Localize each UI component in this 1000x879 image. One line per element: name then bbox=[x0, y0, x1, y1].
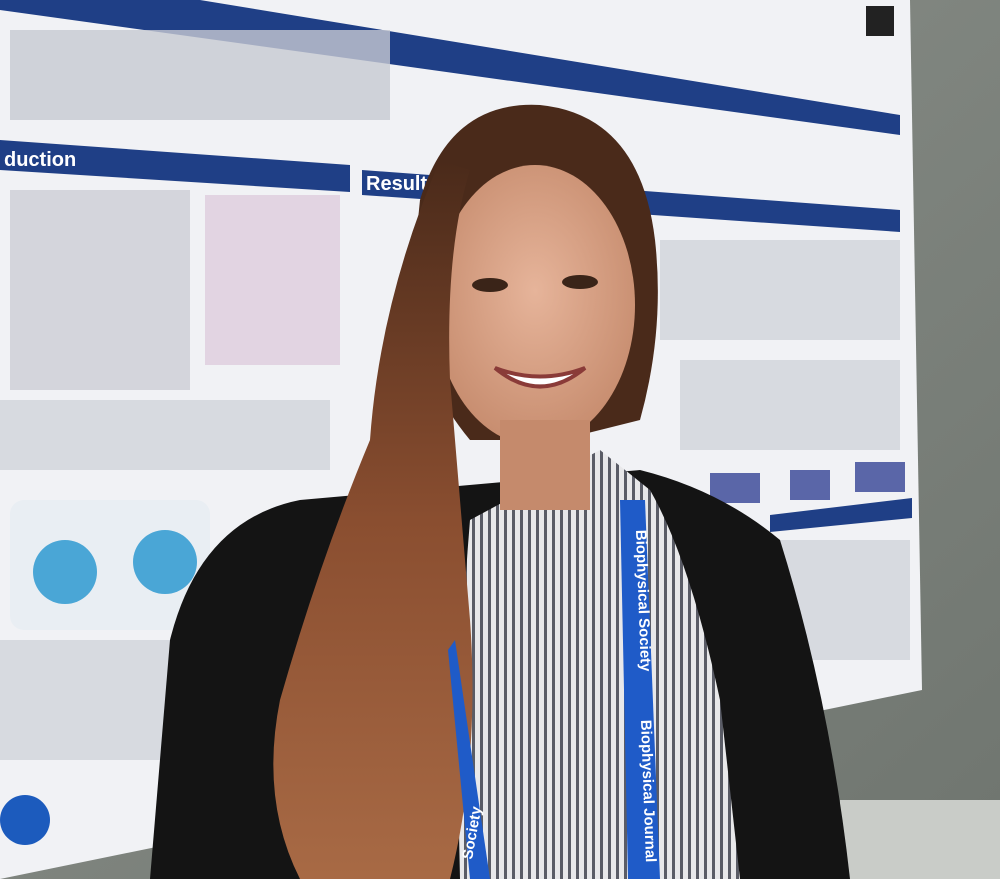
neck bbox=[500, 420, 590, 510]
figure bbox=[0, 795, 50, 845]
smile bbox=[493, 366, 587, 389]
figure bbox=[855, 462, 905, 492]
figure bbox=[133, 530, 197, 594]
figure bbox=[33, 540, 97, 604]
lanyard-text: Biophysical Society bbox=[632, 530, 654, 673]
lanyard-text: Biophysical Journal bbox=[637, 720, 659, 863]
lanyard-left bbox=[448, 640, 490, 879]
shirt bbox=[458, 450, 740, 879]
figure bbox=[205, 195, 340, 365]
floor bbox=[840, 800, 1000, 879]
lanyard-right bbox=[620, 500, 660, 879]
figure bbox=[790, 470, 830, 500]
hair-long bbox=[273, 160, 473, 879]
section-bar bbox=[0, 140, 350, 192]
figure bbox=[710, 473, 760, 503]
poster-text-blocks bbox=[0, 30, 910, 760]
eye bbox=[472, 278, 508, 292]
face bbox=[435, 165, 635, 445]
poster-figures bbox=[0, 195, 905, 845]
eye bbox=[562, 275, 598, 289]
section-bar bbox=[770, 498, 912, 532]
logo bbox=[866, 6, 894, 36]
section-title: duction bbox=[4, 149, 76, 171]
section-title: Results bbox=[366, 173, 438, 195]
